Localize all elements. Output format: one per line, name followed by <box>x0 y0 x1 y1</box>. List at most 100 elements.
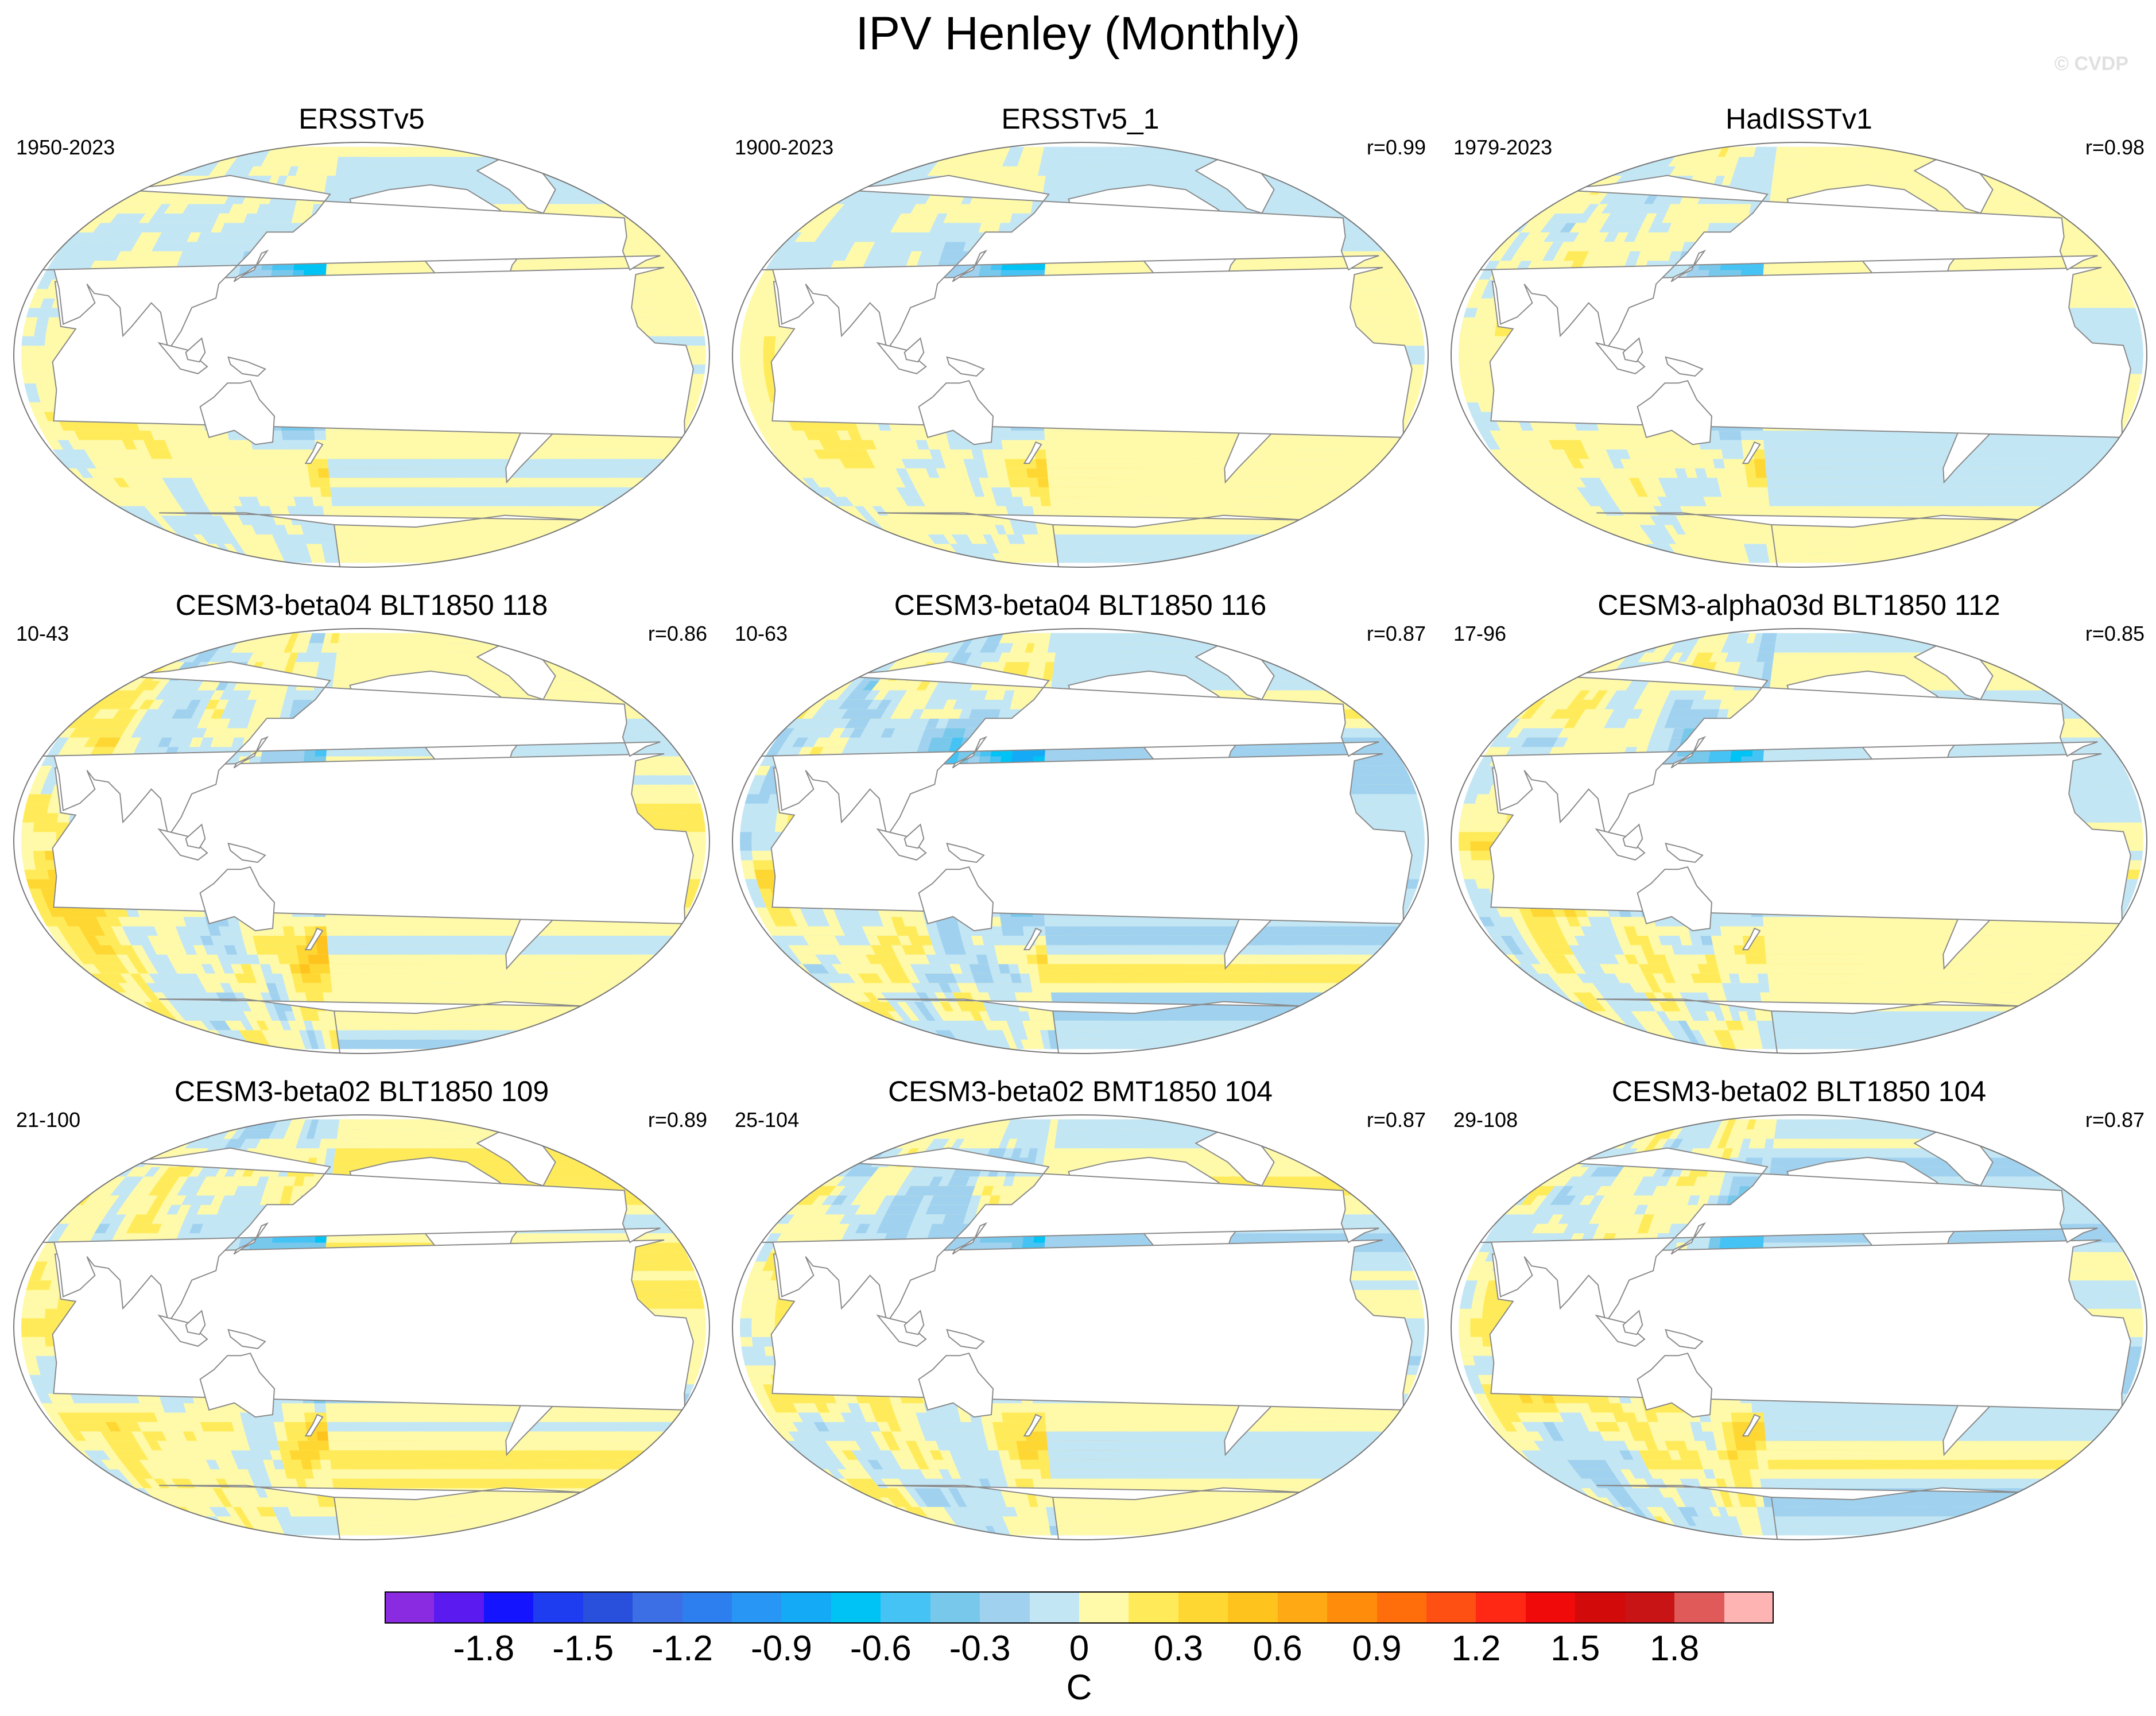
sst-field <box>1458 146 2143 567</box>
colorbar <box>385 1591 1774 1624</box>
sst-map <box>732 1114 1429 1540</box>
land-mask <box>1596 1485 2024 1540</box>
colorbar-swatch <box>732 1591 782 1624</box>
sst-map <box>732 628 1429 1054</box>
land-mask <box>1670 735 1707 769</box>
colorbar-tick-label: -0.9 <box>751 1628 812 1669</box>
page-title: IPV Henley (Monthly) <box>0 7 2156 61</box>
panel-title: CESM3-beta04 BLT1850 118 <box>6 588 718 622</box>
colorbar-swatch <box>1178 1591 1228 1624</box>
colorbar-tick-label: -1.5 <box>552 1628 614 1669</box>
colorbar-tick-label: 1.8 <box>1650 1628 1699 1669</box>
land-mask <box>1665 842 1704 863</box>
land-mask <box>185 337 206 363</box>
colorbar-swatch <box>980 1591 1030 1624</box>
map-outline <box>732 628 1429 1054</box>
colorbar-swatch <box>1575 1591 1626 1624</box>
sst-map <box>13 142 710 568</box>
land-mask <box>52 753 694 924</box>
land-mask <box>1665 356 1704 377</box>
land-mask <box>876 828 927 861</box>
land-mask <box>233 249 269 282</box>
land-mask <box>952 735 988 769</box>
sst-map <box>13 628 710 1054</box>
land-mask <box>1742 441 1761 464</box>
colorbar-tick-label: -1.2 <box>652 1628 713 1669</box>
colorbar-swatch <box>1277 1591 1328 1624</box>
panel-title: CESM3-alpha03d BLT1850 112 <box>1443 588 2155 622</box>
sst-field <box>21 1119 706 1540</box>
land-mask <box>918 866 994 932</box>
land-mask <box>1637 1353 1713 1418</box>
land-mask <box>227 842 266 863</box>
land-mask <box>1622 823 1643 849</box>
map-outline <box>13 628 710 1054</box>
colorbar-swatch <box>385 1591 435 1624</box>
land-mask <box>876 342 927 374</box>
land-mask <box>952 1222 988 1255</box>
land-mask <box>946 842 985 863</box>
land-mask <box>1023 1413 1042 1437</box>
panel-correlation: r=0.89 <box>648 1108 707 1132</box>
land-mask <box>903 1310 925 1335</box>
land-mask <box>1622 337 1643 363</box>
land-mask <box>304 927 324 951</box>
panel-title: ERSSTv5_1 <box>724 102 1436 135</box>
land-mask <box>903 823 925 849</box>
land-mask <box>52 266 694 438</box>
land-mask <box>159 998 587 1053</box>
land-mask <box>1023 927 1042 951</box>
map-panel: CESM3-beta04 BLT1850 118 10-43 r=0.86 <box>6 588 718 1059</box>
colorbar-swatch <box>1476 1591 1526 1624</box>
sst-field <box>1458 633 2143 1053</box>
panel-period: 17-96 <box>1453 622 1506 646</box>
land-mask <box>1489 266 2131 438</box>
sst-field <box>21 633 706 1053</box>
colorbar-swatch <box>781 1591 832 1624</box>
land-mask <box>946 1328 985 1350</box>
panel-title: HadISSTv1 <box>1443 102 2155 135</box>
land-mask <box>918 380 994 446</box>
land-mask <box>1622 1310 1643 1335</box>
colorbar-swatch <box>633 1591 683 1624</box>
land-mask <box>199 866 276 932</box>
panel-period: 21-100 <box>16 1108 80 1132</box>
land-mask <box>185 823 206 849</box>
panel-title: CESM3-beta02 BLT1850 109 <box>6 1075 718 1108</box>
colorbar-swatch <box>881 1591 931 1624</box>
colorbar-swatch <box>930 1591 980 1624</box>
map-panel: CESM3-alpha03d BLT1850 112 17-96 r=0.85 <box>1443 588 2155 1059</box>
map-panel: ERSSTv5_1 1900-2023 r=0.99 <box>724 102 1436 573</box>
colorbar-swatch <box>1029 1591 1080 1624</box>
land-mask <box>1742 1413 1761 1437</box>
panel-correlation: r=0.99 <box>1367 135 1426 160</box>
colorbar-tick-label: 0.3 <box>1154 1628 1203 1669</box>
colorbar-swatch <box>1525 1591 1576 1624</box>
colorbar-swatch <box>1376 1591 1427 1624</box>
map-panel: CESM3-beta02 BLT1850 104 29-108 r=0.87 <box>1443 1075 2155 1545</box>
land-mask <box>157 828 208 861</box>
land-mask <box>1637 380 1713 446</box>
land-mask <box>159 512 587 567</box>
colorbar-tick-label: -0.6 <box>850 1628 912 1669</box>
land-mask <box>199 1353 276 1418</box>
sst-field <box>21 146 706 567</box>
land-mask <box>1489 1239 2131 1411</box>
colorbar-tick-label: 0.6 <box>1253 1628 1302 1669</box>
panel-title: CESM3-beta02 BMT1850 104 <box>724 1075 1436 1108</box>
panel-period: 1900-2023 <box>735 135 833 160</box>
land-mask <box>1742 927 1761 951</box>
colorbar-swatch <box>1724 1591 1774 1624</box>
land-mask <box>185 1310 206 1335</box>
land-mask <box>952 249 988 282</box>
land-mask <box>157 1314 208 1347</box>
colorbar-tick-label: 0.9 <box>1352 1628 1401 1669</box>
land-mask <box>770 266 1413 438</box>
colorbar-frame <box>385 1591 1774 1624</box>
panel-correlation: r=0.87 <box>1367 1108 1426 1132</box>
sst-field <box>739 146 1425 567</box>
colorbar-tick-label: 0 <box>1069 1628 1089 1669</box>
land-mask <box>878 998 1305 1053</box>
sst-field <box>1458 1119 2143 1540</box>
panel-title: CESM3-beta04 BLT1850 116 <box>724 588 1436 622</box>
